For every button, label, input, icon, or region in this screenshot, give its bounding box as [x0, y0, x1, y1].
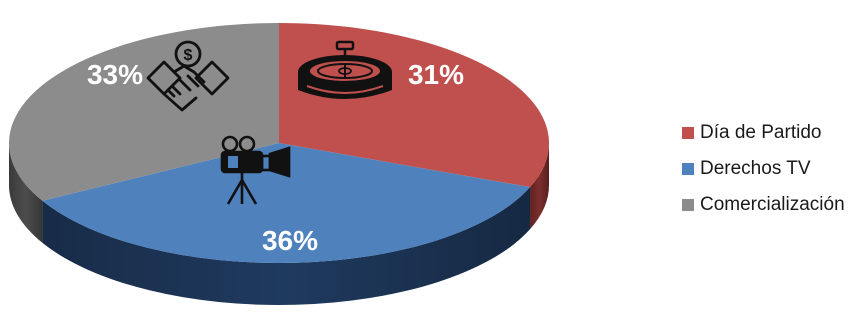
- slice-comercializacion-side-shade: [8, 143, 43, 243]
- legend: Día de Partido Derechos TV Comercializac…: [682, 118, 845, 226]
- slice-dia-de-partido-side-shade: [530, 143, 549, 230]
- legend-label: Derechos TV: [700, 157, 811, 179]
- legend-label: Día de Partido: [700, 121, 822, 143]
- legend-item-derechos-tv: Derechos TV: [682, 154, 845, 183]
- legend-item-comercializacion: Comercialización: [682, 190, 845, 219]
- pie-side-walls: [8, 143, 549, 306]
- slice-derechos-tv: [42, 143, 531, 263]
- slice-comercializacion: [9, 23, 280, 201]
- legend-label: Comercialización: [700, 193, 845, 215]
- legend-swatch: [682, 126, 694, 139]
- data-label-derechos-tv: 36%: [262, 225, 318, 256]
- video-camera-icon: [220, 135, 291, 205]
- svg-text:$: $: [184, 47, 193, 64]
- data-label-dia-de-partido: 31%: [408, 59, 464, 90]
- legend-swatch: [682, 162, 694, 175]
- legend-item-dia-de-partido: Día de Partido: [682, 118, 845, 147]
- slice-derechos-tv-side-shade: [42, 187, 531, 306]
- stadium-icon: [298, 40, 392, 99]
- handshake-dollar-icon: $: [146, 40, 230, 112]
- data-label-comercializacion: 33%: [87, 59, 143, 90]
- legend-swatch: [682, 198, 694, 211]
